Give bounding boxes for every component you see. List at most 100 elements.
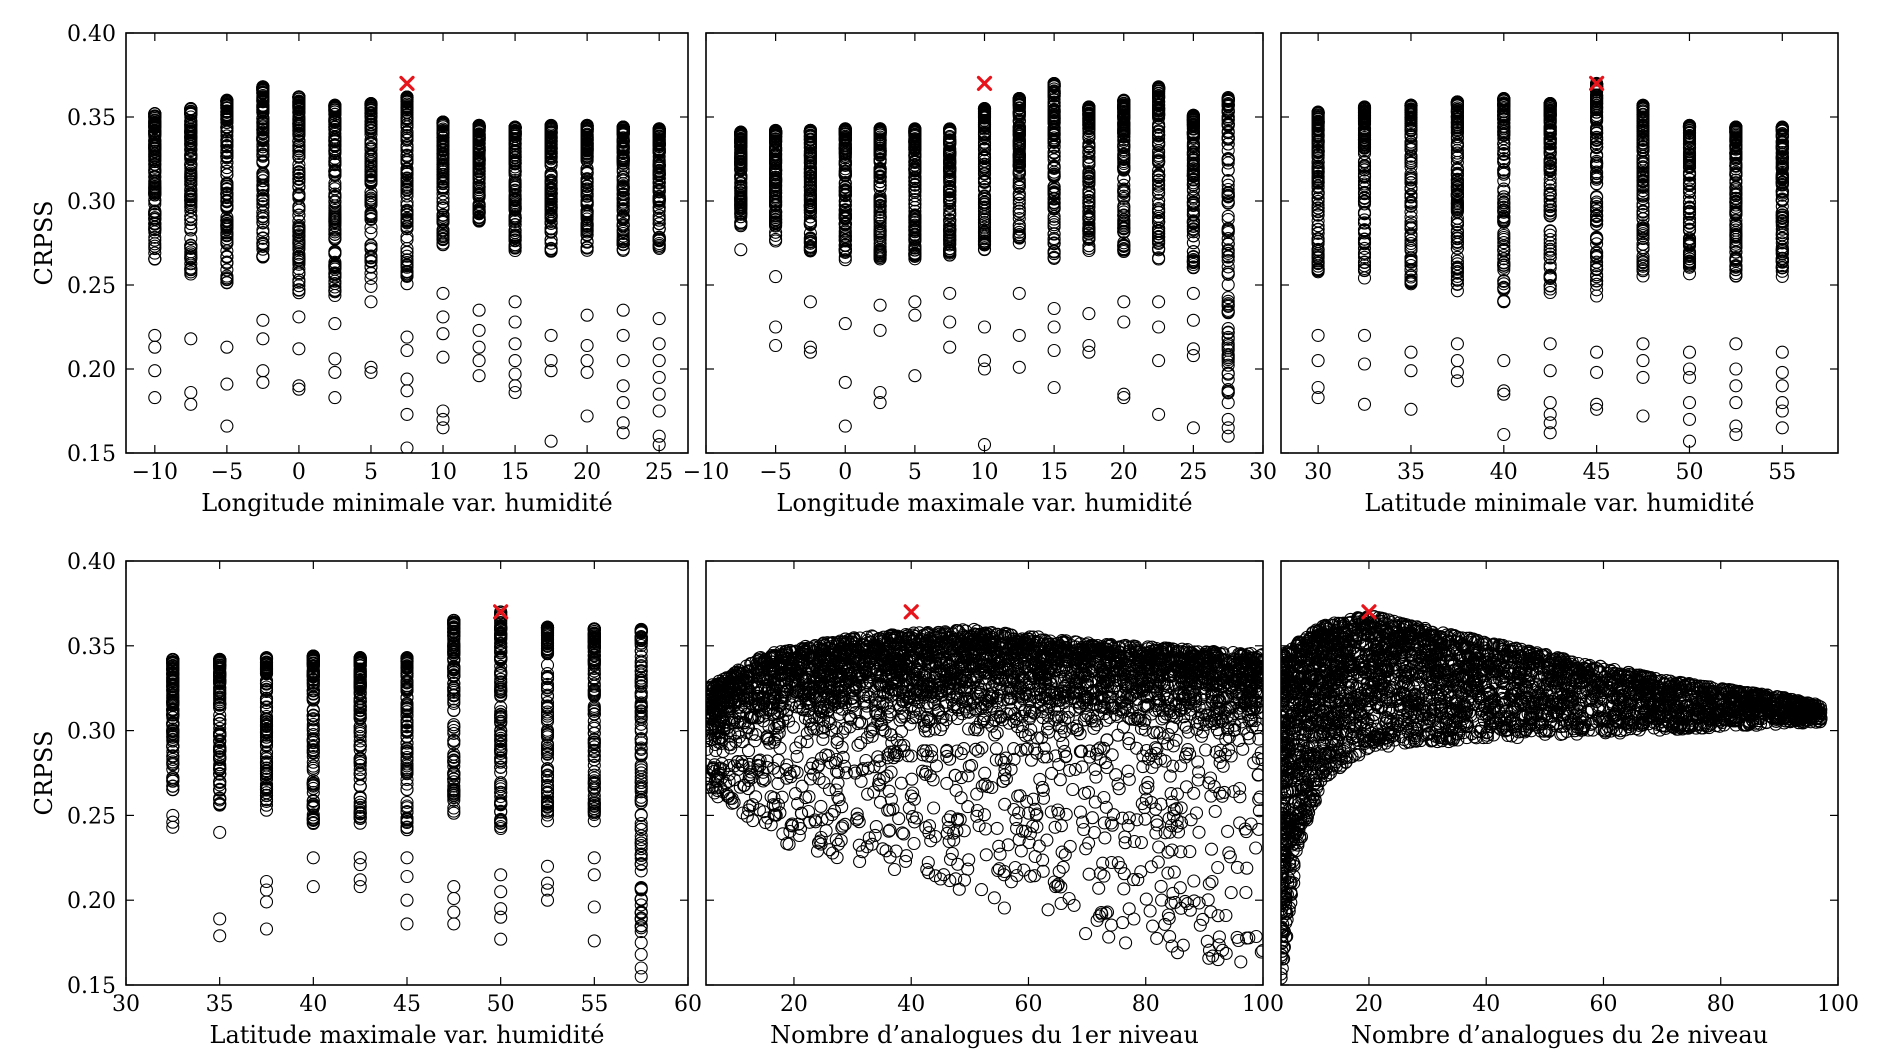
scatter-point bbox=[220, 168, 234, 182]
scatter-point bbox=[616, 396, 630, 410]
scatter-point bbox=[1221, 243, 1235, 257]
scatter-point bbox=[544, 145, 558, 159]
scatter-point bbox=[328, 139, 342, 153]
scatter-point bbox=[977, 195, 992, 209]
scatter-point bbox=[1117, 315, 1131, 329]
scatter-point bbox=[1590, 177, 1604, 191]
scatter-point bbox=[436, 182, 450, 197]
scatter-point bbox=[436, 195, 450, 209]
scatter-point bbox=[1357, 226, 1372, 240]
scatter-point bbox=[184, 232, 198, 246]
scatter-point bbox=[292, 266, 306, 280]
scatter-point bbox=[1357, 103, 1372, 117]
scatter-point bbox=[1636, 170, 1650, 184]
scatter-point bbox=[1221, 343, 1235, 357]
scatter-point bbox=[400, 97, 414, 111]
scatter-point bbox=[977, 105, 992, 119]
scatter-point bbox=[400, 269, 414, 283]
scatter-point bbox=[328, 179, 342, 193]
scatter-point bbox=[1636, 337, 1650, 351]
scatter-point bbox=[400, 94, 414, 108]
scatter-point bbox=[838, 250, 852, 264]
scatter-point bbox=[1682, 239, 1697, 253]
scatter-point bbox=[652, 217, 666, 231]
scatter-point bbox=[292, 279, 306, 293]
scatter-point bbox=[508, 295, 522, 309]
scatter-point bbox=[580, 354, 594, 368]
scatter-point bbox=[1311, 138, 1325, 152]
scatter-point bbox=[1311, 380, 1325, 395]
scatter-point bbox=[256, 313, 270, 327]
scatter-point bbox=[1497, 163, 1511, 177]
scatter-point bbox=[184, 139, 198, 153]
scatter-point bbox=[1636, 269, 1650, 283]
scatter-point bbox=[544, 434, 558, 448]
scatter-point bbox=[1311, 134, 1325, 148]
scatter-point bbox=[1012, 236, 1026, 250]
scatter-point bbox=[1682, 412, 1697, 426]
scatter-point bbox=[1012, 201, 1026, 215]
scatter-point bbox=[292, 146, 306, 161]
scatter-point bbox=[1152, 233, 1166, 248]
scatter-point bbox=[220, 134, 234, 148]
scatter-point bbox=[1082, 345, 1096, 359]
scatter-point bbox=[908, 369, 922, 383]
scatter-point bbox=[580, 147, 594, 161]
scatter-point bbox=[616, 354, 630, 368]
scatter-point bbox=[1682, 185, 1697, 199]
scatter-point bbox=[1357, 177, 1372, 191]
scatter-point bbox=[436, 286, 450, 300]
scatter-point bbox=[908, 141, 922, 155]
scatter-point bbox=[1682, 249, 1697, 264]
scatter-point bbox=[580, 219, 594, 233]
scatter-point bbox=[1117, 387, 1131, 401]
scatter-point bbox=[1404, 142, 1418, 156]
scatter-point bbox=[1082, 145, 1096, 159]
scatter-point bbox=[1152, 137, 1166, 151]
scatter-point bbox=[977, 235, 992, 250]
scatter-point bbox=[1357, 250, 1372, 264]
scatter-point bbox=[803, 146, 817, 160]
scatter-point bbox=[1117, 213, 1131, 227]
scatter-point bbox=[436, 191, 450, 205]
scatter-point bbox=[1404, 233, 1418, 247]
scatter-point bbox=[220, 139, 234, 153]
scatter-point bbox=[616, 328, 630, 342]
scatter-point bbox=[943, 151, 957, 165]
scatter-point bbox=[328, 103, 342, 117]
scatter-point bbox=[1404, 114, 1418, 128]
scatter-point bbox=[292, 105, 306, 120]
scatter-point bbox=[580, 409, 594, 423]
scatter-point bbox=[1117, 163, 1131, 177]
scatter-point bbox=[328, 232, 342, 246]
scatter-point bbox=[769, 232, 783, 246]
scatter-point bbox=[1497, 387, 1511, 401]
scatter-point bbox=[1590, 204, 1604, 218]
scatter-point bbox=[1450, 172, 1464, 186]
scatter-point bbox=[873, 146, 887, 160]
scatter-point bbox=[1047, 212, 1061, 226]
scatter-point bbox=[1221, 254, 1235, 268]
scatter-point bbox=[508, 211, 522, 225]
scatter-point bbox=[148, 115, 162, 129]
scatter-point bbox=[1117, 172, 1131, 186]
scatter-point bbox=[1636, 197, 1650, 211]
scatter-point bbox=[436, 152, 450, 166]
scatter-point bbox=[364, 191, 378, 205]
scatter-point bbox=[472, 214, 486, 228]
scatter-point bbox=[873, 163, 887, 177]
scatter-point bbox=[1082, 166, 1096, 180]
scatter-point bbox=[184, 129, 198, 143]
scatter-point bbox=[1497, 102, 1511, 116]
scatter-point bbox=[1450, 365, 1464, 379]
scatter-point bbox=[1682, 396, 1697, 410]
scatter-point bbox=[838, 243, 852, 257]
scatter-point bbox=[1221, 110, 1235, 124]
scatter-point bbox=[1590, 283, 1604, 297]
scatter-point bbox=[769, 205, 783, 219]
scatter-point bbox=[1186, 222, 1200, 236]
scatter-point bbox=[977, 216, 992, 230]
scatter-point bbox=[1012, 148, 1026, 162]
scatter-point bbox=[977, 213, 992, 227]
scatter-point bbox=[1152, 198, 1166, 212]
